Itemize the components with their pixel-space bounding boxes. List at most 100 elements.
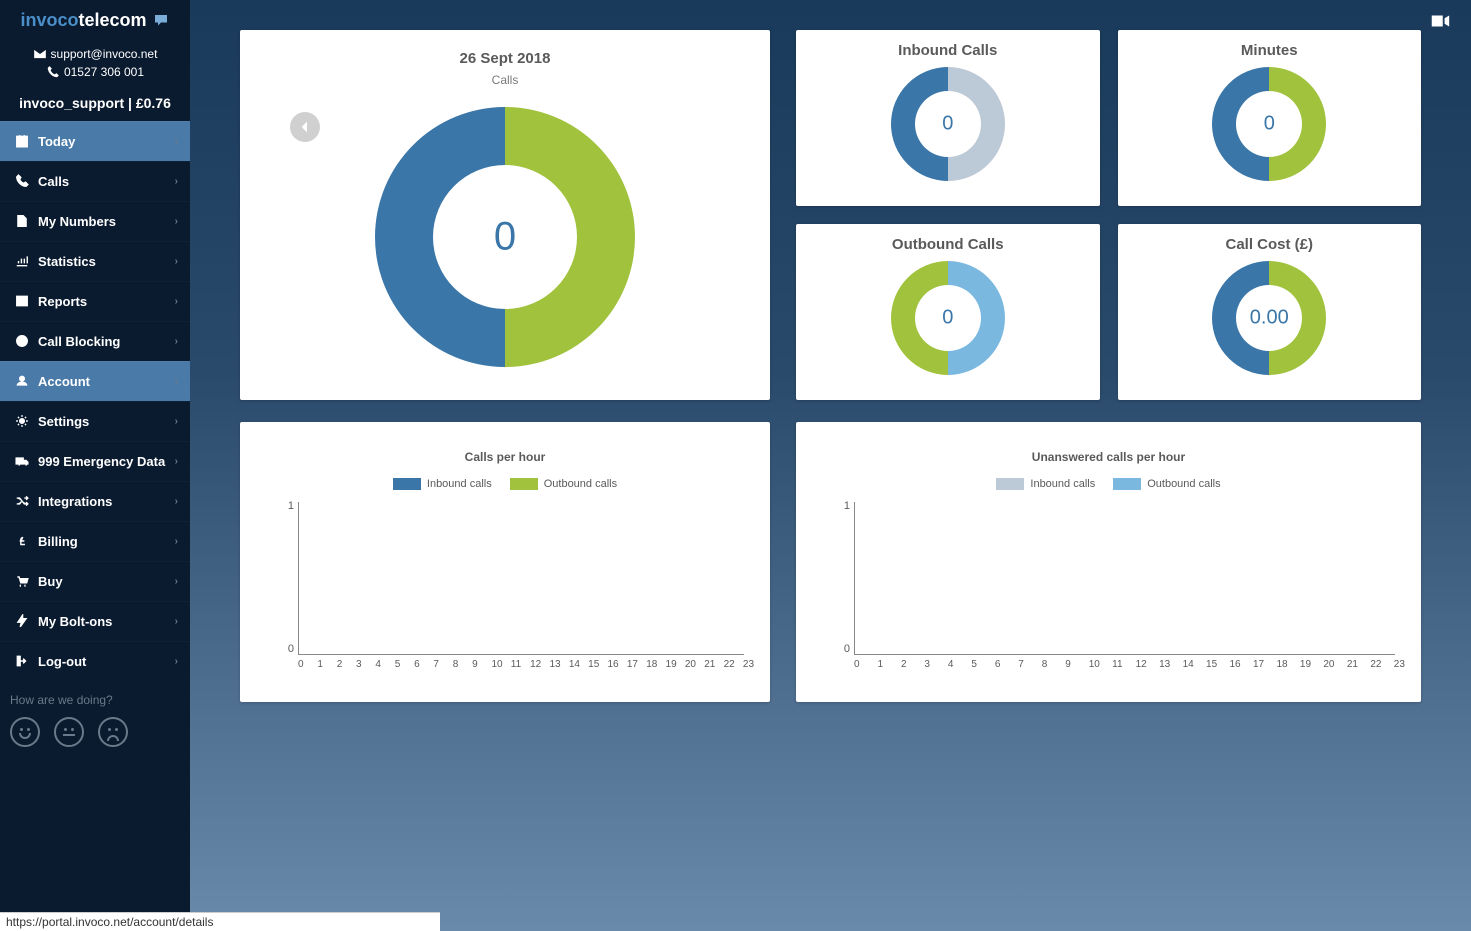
chart-title: Unanswered calls per hour	[816, 450, 1401, 464]
chevron-right-icon: ›	[175, 216, 178, 227]
nav-label: Account	[38, 374, 90, 389]
chevron-right-icon: ›	[175, 536, 178, 547]
random-icon	[14, 494, 30, 509]
small-donuts-grid: Inbound Calls 0 Minutes 0 Outbound Calls…	[796, 30, 1421, 400]
nav-item-account[interactable]: Account ›	[0, 361, 190, 401]
feedback-section: How are we doing?	[0, 681, 190, 759]
small-donut-value: 0	[942, 113, 953, 136]
nav-label: Statistics	[38, 254, 96, 269]
nav-item-buy[interactable]: Buy ›	[0, 561, 190, 601]
main-content: 26 Sept 2018 Calls 0 Inbound Calls 0 Min…	[190, 0, 1471, 732]
contact-info: support@invoco.net 01527 306 001	[0, 43, 190, 89]
chart-plot: 10 0123456789101112131415161718192021222…	[816, 500, 1401, 675]
feedback-happy[interactable]	[10, 717, 40, 747]
chevron-right-icon: ›	[175, 576, 178, 587]
y-axis: 10	[830, 500, 850, 655]
bolt-icon	[14, 614, 30, 629]
nav-item-integrations[interactable]: Integrations ›	[0, 481, 190, 521]
nav-item-my-bolt-ons[interactable]: My Bolt-ons›	[0, 601, 190, 641]
bar-charts-row: Calls per hour Inbound calls Outbound cal…	[240, 422, 1421, 702]
plot-area	[298, 502, 744, 655]
chevron-right-icon: ›	[175, 416, 178, 427]
chevron-right-icon: ›	[175, 656, 178, 667]
logo: invocotelecom	[0, 0, 190, 43]
calendar-icon	[14, 134, 30, 149]
nav-label: Billing	[38, 534, 78, 549]
nav-item-999-emergency-data[interactable]: 999 Emergency Data›	[0, 441, 190, 481]
nav-label: Buy	[38, 574, 63, 589]
main-calls-card: 26 Sept 2018 Calls 0	[240, 30, 770, 400]
small-donut-value: 0.00	[1250, 307, 1289, 330]
small-donut: 0	[808, 59, 1088, 189]
nav-item-calls[interactable]: Calls ›	[0, 161, 190, 201]
main-date-title: 26 Sept 2018	[260, 50, 750, 67]
nav-label: Log-out	[38, 654, 86, 669]
chevron-right-icon: ›	[175, 296, 178, 307]
feedback-neutral[interactable]	[54, 717, 84, 747]
chart-legend: Inbound calls Outbound calls	[816, 478, 1401, 490]
small-card-title: Outbound Calls	[808, 236, 1088, 253]
chart-icon	[14, 254, 30, 269]
small-card-title: Minutes	[1130, 42, 1410, 59]
nav-item-settings[interactable]: Settings ›	[0, 401, 190, 441]
main-donut: 0	[260, 87, 750, 387]
signout-icon	[14, 654, 30, 669]
nav-label: My Numbers	[38, 214, 116, 229]
nav-label: Today	[38, 134, 75, 149]
chart-card-1: Unanswered calls per hour Inbound calls O…	[796, 422, 1421, 702]
small-donut-value: 0	[942, 307, 953, 330]
phone-icon	[46, 65, 60, 79]
truck-icon	[14, 454, 30, 469]
contact-email[interactable]: support@invoco.net	[0, 45, 190, 63]
y-axis: 10	[274, 500, 294, 655]
small-donut: 0	[1130, 59, 1410, 189]
feedback-sad[interactable]	[98, 717, 128, 747]
sidebar: invocotelecom support@invoco.net 01527 3…	[0, 0, 190, 931]
contact-phone[interactable]: 01527 306 001	[0, 63, 190, 81]
nav-item-my-numbers[interactable]: My Numbers ›	[0, 201, 190, 241]
nav-label: Integrations	[38, 494, 112, 509]
nav-item-statistics[interactable]: Statistics›	[0, 241, 190, 281]
user-balance: invoco_support | £0.76	[0, 89, 190, 121]
small-card-inbound-calls: Inbound Calls 0	[796, 30, 1100, 206]
main-subtitle: Calls	[260, 73, 750, 87]
chevron-right-icon: ›	[175, 336, 178, 347]
main-donut-value: 0	[494, 215, 516, 260]
chevron-right-icon: ›	[175, 376, 178, 387]
legend-item: Outbound calls	[1113, 478, 1220, 490]
nav-item-billing[interactable]: Billing ›	[0, 521, 190, 561]
nav-label: My Bolt-ons	[38, 614, 112, 629]
chart-title: Calls per hour	[260, 450, 750, 464]
table-icon	[14, 294, 30, 309]
chevron-right-icon: ›	[175, 496, 178, 507]
nav: Today›Calls›My Numbers›Statistics›Report…	[0, 121, 190, 681]
cogs-icon	[14, 414, 30, 429]
small-card-title: Inbound Calls	[808, 42, 1088, 59]
nav-item-reports[interactable]: Reports ›	[0, 281, 190, 321]
x-axis: 01234567891011121314151617181920212223	[854, 659, 1395, 675]
user-icon	[14, 374, 30, 389]
nav-item-call-blocking[interactable]: Call Blocking›	[0, 321, 190, 361]
mail-icon	[33, 47, 47, 61]
small-donut-value: 0	[1264, 113, 1275, 136]
chevron-right-icon: ›	[175, 176, 178, 187]
legend-item: Inbound calls	[996, 478, 1095, 490]
chart-legend: Inbound calls Outbound calls	[260, 478, 750, 490]
nav-label: Reports	[38, 294, 87, 309]
legend-item: Inbound calls	[393, 478, 492, 490]
ban-icon	[14, 334, 30, 349]
nav-label: Calls	[38, 174, 69, 189]
legend-item: Outbound calls	[510, 478, 617, 490]
x-axis: 01234567891011121314151617181920212223	[298, 659, 744, 675]
nav-label: Settings	[38, 414, 89, 429]
nav-label: 999 Emergency Data	[38, 454, 165, 469]
nav-item-log-out[interactable]: Log-out ›	[0, 641, 190, 681]
logo-part1: invoco	[20, 10, 78, 30]
contact-phone-text: 01527 306 001	[64, 63, 144, 81]
small-card-title: Call Cost (£)	[1130, 236, 1410, 253]
logo-part2: telecom	[78, 10, 146, 30]
small-donut: 0	[808, 253, 1088, 383]
nav-item-today[interactable]: Today›	[0, 121, 190, 161]
file-icon	[14, 214, 30, 229]
contact-email-text: support@invoco.net	[51, 45, 158, 63]
